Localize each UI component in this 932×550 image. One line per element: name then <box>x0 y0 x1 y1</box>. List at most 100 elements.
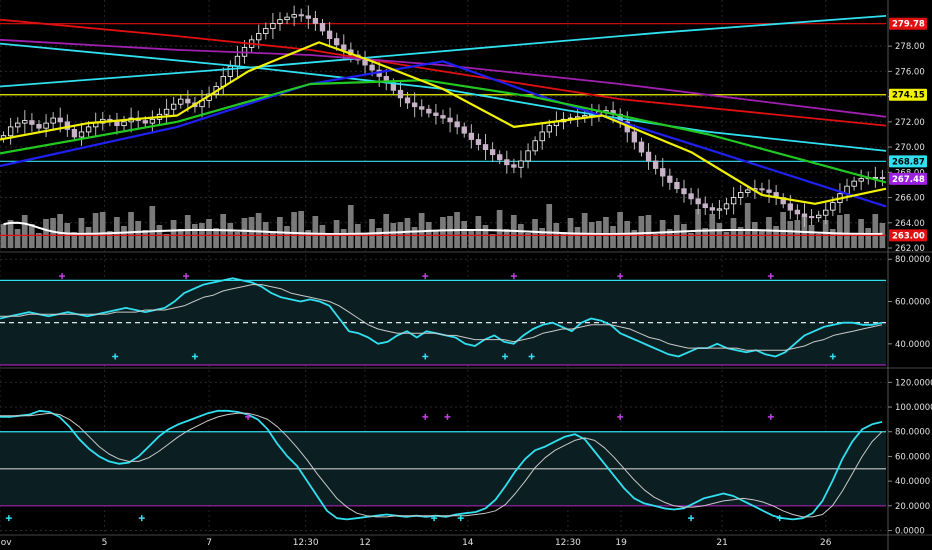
moving-average-line <box>0 42 887 152</box>
rsi-panel[interactable] <box>0 273 886 366</box>
y-tick-label: 262.00 <box>895 244 925 254</box>
candle-body <box>78 131 85 138</box>
volume-bar <box>170 220 177 248</box>
y-tick-label: 120.0000 <box>895 378 932 388</box>
candle-body <box>334 38 340 46</box>
candle-body <box>546 125 552 133</box>
candle-body <box>22 120 28 124</box>
candle-body <box>745 189 751 193</box>
moving-average-line <box>0 41 887 205</box>
volume-bar <box>163 234 170 248</box>
x-tick-label: 21 <box>716 538 727 548</box>
volume-bar <box>411 227 418 248</box>
candle-body <box>270 23 276 29</box>
signal-marker <box>776 515 783 522</box>
volume-bar <box>468 230 475 248</box>
y-tick-label: 40.0000 <box>895 477 930 487</box>
signal-marker <box>138 515 145 522</box>
signal-marker <box>431 515 438 522</box>
time-axis[interactable]: Nov 5 7 12:30 12 14 12:30 19 21 26 <box>0 538 832 548</box>
volume-bar <box>525 233 531 248</box>
volume-bar <box>121 226 127 248</box>
candle-body <box>787 203 793 211</box>
volume-bar <box>574 227 581 248</box>
volume-bar <box>766 217 772 248</box>
price-axis[interactable]: 262.00264.00266.00268.00270.00272.00274.… <box>888 17 932 537</box>
volume-bar <box>759 231 765 248</box>
candle-body <box>362 59 368 66</box>
volume-bar <box>362 233 368 248</box>
y-tick-label: 264.00 <box>895 219 925 229</box>
volume-bar <box>631 230 638 248</box>
candle-body <box>447 117 453 123</box>
candle-body <box>539 131 545 142</box>
candle-body <box>468 132 475 140</box>
signal-marker <box>245 413 252 420</box>
moving-average-line <box>0 15 887 88</box>
candle-body <box>730 197 737 205</box>
candle-body <box>454 121 460 128</box>
signal-marker <box>617 413 624 420</box>
signal-marker <box>829 353 836 360</box>
y-tick-label: 272.00 <box>895 118 925 128</box>
volume-bar <box>617 212 623 248</box>
volume-bar <box>865 228 872 248</box>
candle-body <box>341 44 347 51</box>
candle-body <box>85 126 92 133</box>
signal-marker <box>502 353 509 360</box>
candle-body <box>29 120 35 125</box>
stochastic-panel[interactable] <box>0 409 886 522</box>
volume-bar <box>142 230 149 248</box>
x-tick-label: 26 <box>820 538 832 548</box>
volume-bar <box>28 224 35 248</box>
candle-body <box>277 19 283 24</box>
moving-average-line <box>0 38 887 118</box>
volume-bar <box>36 233 42 248</box>
candle-body <box>482 144 489 151</box>
volume-bar <box>340 229 347 248</box>
candle-body <box>163 108 170 115</box>
candle-body <box>397 89 404 99</box>
volume-bar <box>822 220 829 248</box>
candle-body <box>794 209 801 215</box>
candle-body <box>284 16 290 21</box>
oscillator-line <box>0 284 883 351</box>
y-tick-label: 266.00 <box>895 194 925 204</box>
candle-body <box>504 159 510 166</box>
candle-body <box>404 97 411 104</box>
volume-bar <box>319 225 326 248</box>
volume-bar <box>539 228 545 248</box>
signal-marker <box>767 413 774 420</box>
candle-body <box>723 203 730 210</box>
candle-body <box>305 15 311 19</box>
y-tick-label: 0.0000 <box>895 527 925 537</box>
candle-body <box>660 168 666 177</box>
candle-body <box>121 121 127 127</box>
y-tick-label: 20.0000 <box>895 502 930 512</box>
signal-marker <box>422 273 429 280</box>
candle-body <box>759 188 765 191</box>
y-tick-label: 40.0000 <box>895 340 930 350</box>
volume-bar <box>666 229 673 248</box>
volume-bar <box>184 215 191 248</box>
price-panel[interactable] <box>0 5 887 248</box>
candle-body <box>475 139 482 145</box>
x-tick-label: 14 <box>462 538 474 548</box>
y-tick-label: 100.0000 <box>895 403 932 413</box>
signal-marker <box>528 353 535 360</box>
volume-bar <box>50 218 56 248</box>
volume-bar <box>149 206 156 248</box>
volume-bar <box>0 224 7 248</box>
volume-bar <box>737 227 744 248</box>
y-tick-label: 80.0000 <box>895 428 930 438</box>
volume-bar <box>298 211 304 248</box>
volume-bar <box>99 212 106 248</box>
volume-bar <box>603 217 609 248</box>
volume-bar <box>836 215 843 248</box>
candle-body <box>766 189 772 193</box>
volume-bar <box>305 230 312 248</box>
volume-bar <box>128 212 134 248</box>
volume-bar <box>376 228 382 248</box>
candle-body <box>15 122 21 128</box>
